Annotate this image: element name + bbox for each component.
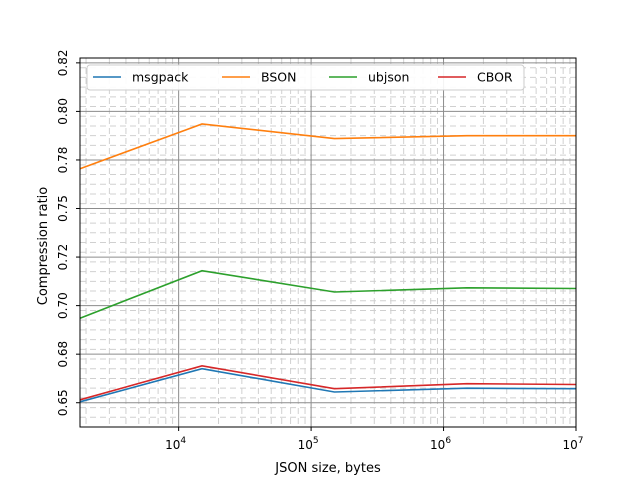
y-tick-label: 0.70 [56, 292, 70, 319]
y-tick-label: 0.68 [56, 341, 70, 368]
legend: msgpack BSON ubjson CBOR [86, 64, 525, 91]
y-tick-label: 0.72 [56, 244, 70, 271]
legend-label-msgpack: msgpack [132, 70, 189, 85]
series-line-msgpack [79, 367, 577, 403]
legend-label-ubjson: ubjson [368, 70, 409, 85]
y-axis-ticks: 0.65 0.68 0.70 0.72 0.75 0.78 0.80 0.82 [56, 49, 80, 416]
series-line-bson [79, 123, 576, 170]
y-tick-label: 0.82 [56, 49, 70, 76]
major-grid [80, 58, 577, 427]
legend-label-bson: BSON [261, 70, 296, 85]
x-axis-label: JSON size, bytes [274, 461, 381, 476]
x-tick-label: 107 [562, 436, 583, 452]
x-tick-label: 104 [165, 436, 186, 452]
x-tick-label: 106 [430, 436, 451, 452]
legend-label-cbor: CBOR [477, 70, 513, 85]
y-axis-label: Compression ratio [36, 187, 51, 306]
y-tick-label: 0.80 [56, 98, 70, 125]
y-tick-label: 0.75 [56, 195, 70, 222]
series-lines [79, 123, 577, 403]
series-line-ubjson [79, 269, 577, 319]
x-tick-label: 105 [298, 436, 319, 452]
series-line-cbor [79, 364, 577, 401]
x-axis-ticks: 104 105 106 107 [165, 427, 584, 452]
plot-frame [79, 57, 577, 428]
y-tick-label: 0.65 [56, 389, 70, 416]
legend-box [86, 64, 525, 91]
y-tick-label: 0.78 [56, 147, 70, 174]
